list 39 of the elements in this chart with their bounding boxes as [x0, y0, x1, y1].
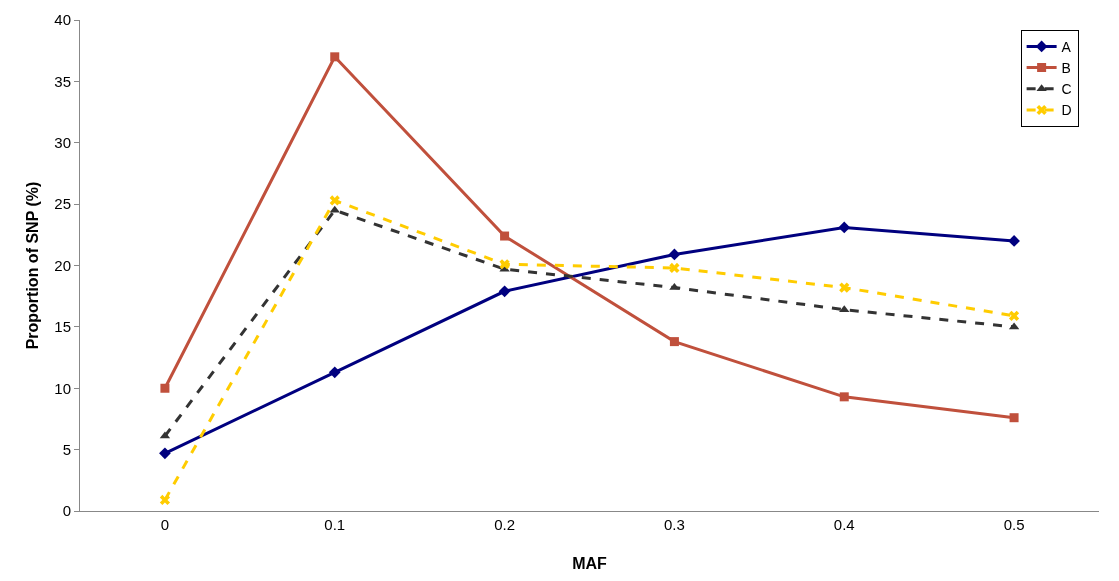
x-tick-label: 0.5 [1003, 516, 1025, 533]
y-tick-label: 20 [54, 256, 71, 274]
point [1009, 413, 1019, 423]
x-tick-label: 0.4 [833, 516, 855, 533]
point [159, 494, 171, 506]
y-tick-label: 0 [62, 502, 71, 520]
point [499, 259, 510, 270]
point [160, 383, 170, 393]
y-tick-label: 10 [54, 379, 71, 397]
x-axis-title: MAF [572, 555, 608, 572]
y-tick-label: 25 [54, 195, 71, 213]
point [1008, 310, 1020, 321]
point [329, 195, 340, 206]
point [839, 392, 849, 402]
point [500, 231, 510, 241]
point [839, 282, 850, 293]
legend-label: C [1061, 81, 1072, 98]
legend-label: B [1061, 60, 1071, 77]
x-tick-label: 0.1 [324, 516, 346, 533]
legend-label: D [1061, 102, 1072, 119]
point [669, 262, 680, 274]
y-tick-label: 35 [54, 72, 71, 90]
point [498, 285, 511, 298]
y-tick-label: 30 [54, 134, 71, 151]
point [669, 337, 679, 347]
x-tick-label: 0 [160, 516, 170, 533]
point [838, 221, 851, 234]
point [159, 447, 171, 460]
point [328, 366, 341, 379]
y-axis-title: Proportion of SNP (%) [24, 181, 41, 350]
point [668, 248, 681, 261]
y-tick-label: 15 [54, 318, 71, 336]
y-tick-label: 40 [54, 11, 71, 29]
x-tick-label: 0.3 [663, 516, 685, 533]
point [330, 52, 340, 62]
x-tick-label: 0.2 [494, 516, 516, 533]
legend-label: A [1061, 38, 1072, 55]
point [329, 205, 340, 213]
y-tick-label: 5 [62, 440, 71, 458]
